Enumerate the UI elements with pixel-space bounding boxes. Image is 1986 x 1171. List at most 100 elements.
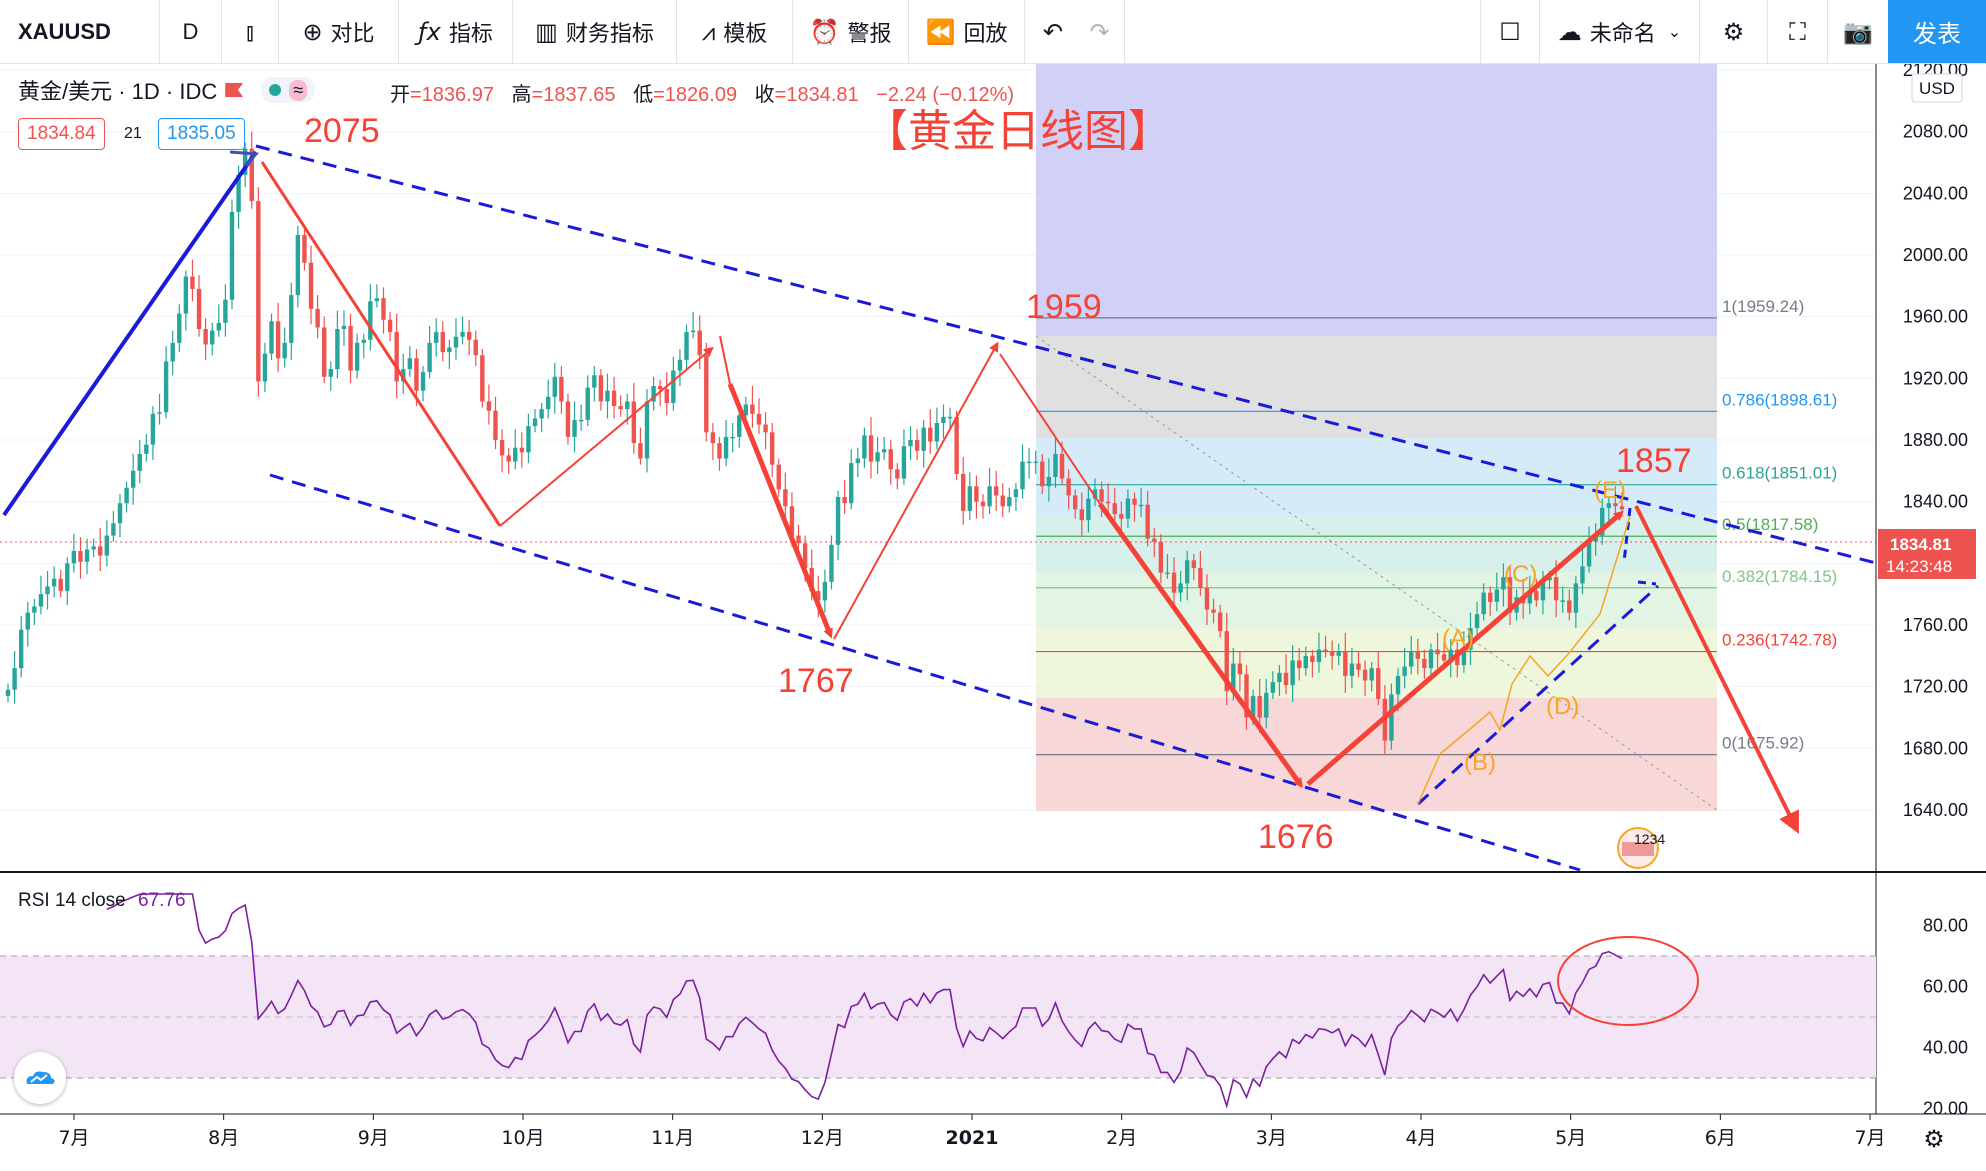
high-value: =1837.65 <box>531 84 616 106</box>
candle-body <box>1040 461 1045 487</box>
candle-body <box>605 390 610 402</box>
time-tick-label: 7月 <box>1854 1127 1885 1149</box>
rsi-pane[interactable]: RSI 14 close 67.76 80.00 60.00 40.00 20.00 <box>0 890 1968 1119</box>
candle-body <box>1580 566 1585 584</box>
fib-trend-line <box>1035 335 1718 811</box>
price-tick-label: 1880.00 <box>1903 430 1968 450</box>
settings-button[interactable]: ⚙ <box>1700 0 1768 63</box>
fullscreen-button[interactable]: ⛶ <box>1768 0 1828 63</box>
candle-body <box>387 319 393 333</box>
candle-body <box>769 432 775 465</box>
chart-style-button[interactable]: ⫾ <box>222 0 279 63</box>
channel-lines[interactable] <box>2 144 1877 872</box>
templates-button[interactable]: ⩘ 模板 <box>677 0 793 63</box>
legend-title: 黄金/美元 · 1D · IDC <box>18 79 218 104</box>
layout-button[interactable]: ☐ <box>1480 0 1540 63</box>
candle-body <box>1257 695 1262 718</box>
economic-event-icon[interactable]: 1234 <box>1617 827 1665 869</box>
candle-body <box>1165 572 1170 575</box>
bid-price-button[interactable]: 1834.84 <box>18 118 105 150</box>
candle-body <box>1171 572 1177 593</box>
publish-button[interactable]: 发表 <box>1888 0 1986 63</box>
financials-button[interactable]: ▥ 财务指标 <box>513 0 677 63</box>
rewind-icon: ⏪ <box>925 17 956 46</box>
candle-body <box>1349 663 1355 676</box>
alert-button[interactable]: ⏰ 警报 <box>793 0 909 63</box>
undo-icon: ↶ <box>1042 17 1064 46</box>
fib-level-label: 0.382(1784.15) <box>1722 567 1837 586</box>
axis-settings-gear-icon[interactable]: ⚙ <box>1923 1125 1945 1153</box>
candle-body <box>493 410 498 440</box>
candle-body <box>177 313 182 343</box>
candle-body <box>401 369 406 382</box>
candle-body <box>1395 675 1401 695</box>
market-status-pill[interactable]: ≈ <box>261 77 316 103</box>
gear-icon: ⚙ <box>1722 17 1745 46</box>
candle-body <box>190 276 195 289</box>
symbol-legend[interactable]: 黄金/美元 · 1D · IDC ≈ <box>18 76 316 104</box>
time-tick-label: 12月 <box>801 1127 844 1149</box>
candle-body <box>1033 461 1038 464</box>
last-price-badge <box>1878 529 1976 579</box>
time-axis[interactable]: 7月 8月 9月 10月 11月 12月 2021 2月 3月 4月 5月 6月 7月 <box>58 1114 1886 1149</box>
candle-body <box>506 455 511 462</box>
symbol-search[interactable]: XAUUSD <box>0 0 160 63</box>
chevron-down-icon: ⌄ <box>1667 23 1682 41</box>
replay-button[interactable]: ⏪ 回放 <box>909 0 1025 63</box>
candle-body <box>875 452 880 462</box>
wave-arrow-8 <box>1306 510 1624 786</box>
candle-body <box>78 551 83 562</box>
compare-button[interactable]: ⊕ 对比 <box>279 0 399 63</box>
indicators-button[interactable]: ƒx 指标 <box>399 0 513 63</box>
time-tick-label: 2月 <box>1106 1127 1137 1149</box>
candle-body <box>256 201 261 382</box>
candle-body <box>308 262 314 309</box>
rsi-value: 67.76 <box>138 890 186 911</box>
ask-price-button[interactable]: 1835.05 <box>158 118 245 150</box>
open-label: 开 <box>390 84 410 106</box>
fib-level-label: 1(1959.24) <box>1722 297 1804 316</box>
svg-text:1234: 1234 <box>1634 831 1665 847</box>
candle-body <box>447 347 452 353</box>
interval-button[interactable]: D <box>160 0 222 63</box>
candle-body <box>829 544 834 582</box>
candle-body <box>1066 478 1071 496</box>
time-tick-label: 2021 <box>946 1127 999 1149</box>
candle-body <box>91 546 96 550</box>
wedge-lower-line <box>1416 584 1660 806</box>
candle-body <box>1092 489 1098 499</box>
price-axis[interactable] <box>1876 64 1986 1171</box>
wave-label-b: (B) <box>1464 749 1496 776</box>
currency-badge[interactable] <box>1911 73 1963 103</box>
chart-canvas[interactable]: 1(1959.24) 0.786(1898.61) 0.618(1851.01) 0.… <box>0 64 1986 1171</box>
candle-body <box>289 295 294 343</box>
candle-body <box>644 401 650 459</box>
candle-body <box>1461 649 1467 666</box>
candle-body <box>565 401 571 437</box>
snapshot-button[interactable]: 📷 <box>1828 0 1888 63</box>
layout-name-dropdown[interactable]: ☁ 未命名 ⌄ <box>1540 0 1700 63</box>
redo-icon: ↷ <box>1089 17 1110 46</box>
candlestick-series[interactable] <box>5 131 1625 755</box>
candle-body <box>130 470 136 488</box>
candle-body <box>783 489 788 507</box>
candle-body <box>756 413 762 425</box>
rsi-tick-label: 60.00 <box>1923 977 1968 997</box>
wave-annotations[interactable] <box>260 161 1799 834</box>
candle-body <box>1593 535 1598 542</box>
candle-body <box>1567 600 1572 613</box>
candle-body <box>341 325 347 329</box>
candle-body <box>1507 577 1513 613</box>
candle-body <box>1534 591 1539 601</box>
undo-button[interactable]: ↶ <box>1025 0 1081 63</box>
redo-button[interactable]: ↷ <box>1075 0 1125 63</box>
symbol-label: XAUUSD <box>18 18 111 44</box>
candle-body <box>368 301 373 340</box>
tradingview-logo-button[interactable] <box>14 1052 66 1104</box>
candle-body <box>1356 663 1361 670</box>
chart-title: 【黄金日线图】 <box>864 106 1172 157</box>
candle-body <box>137 453 142 471</box>
swing-label-1676: 1676 <box>1258 818 1334 856</box>
candle-body <box>196 288 202 329</box>
candle-body <box>1231 663 1236 692</box>
